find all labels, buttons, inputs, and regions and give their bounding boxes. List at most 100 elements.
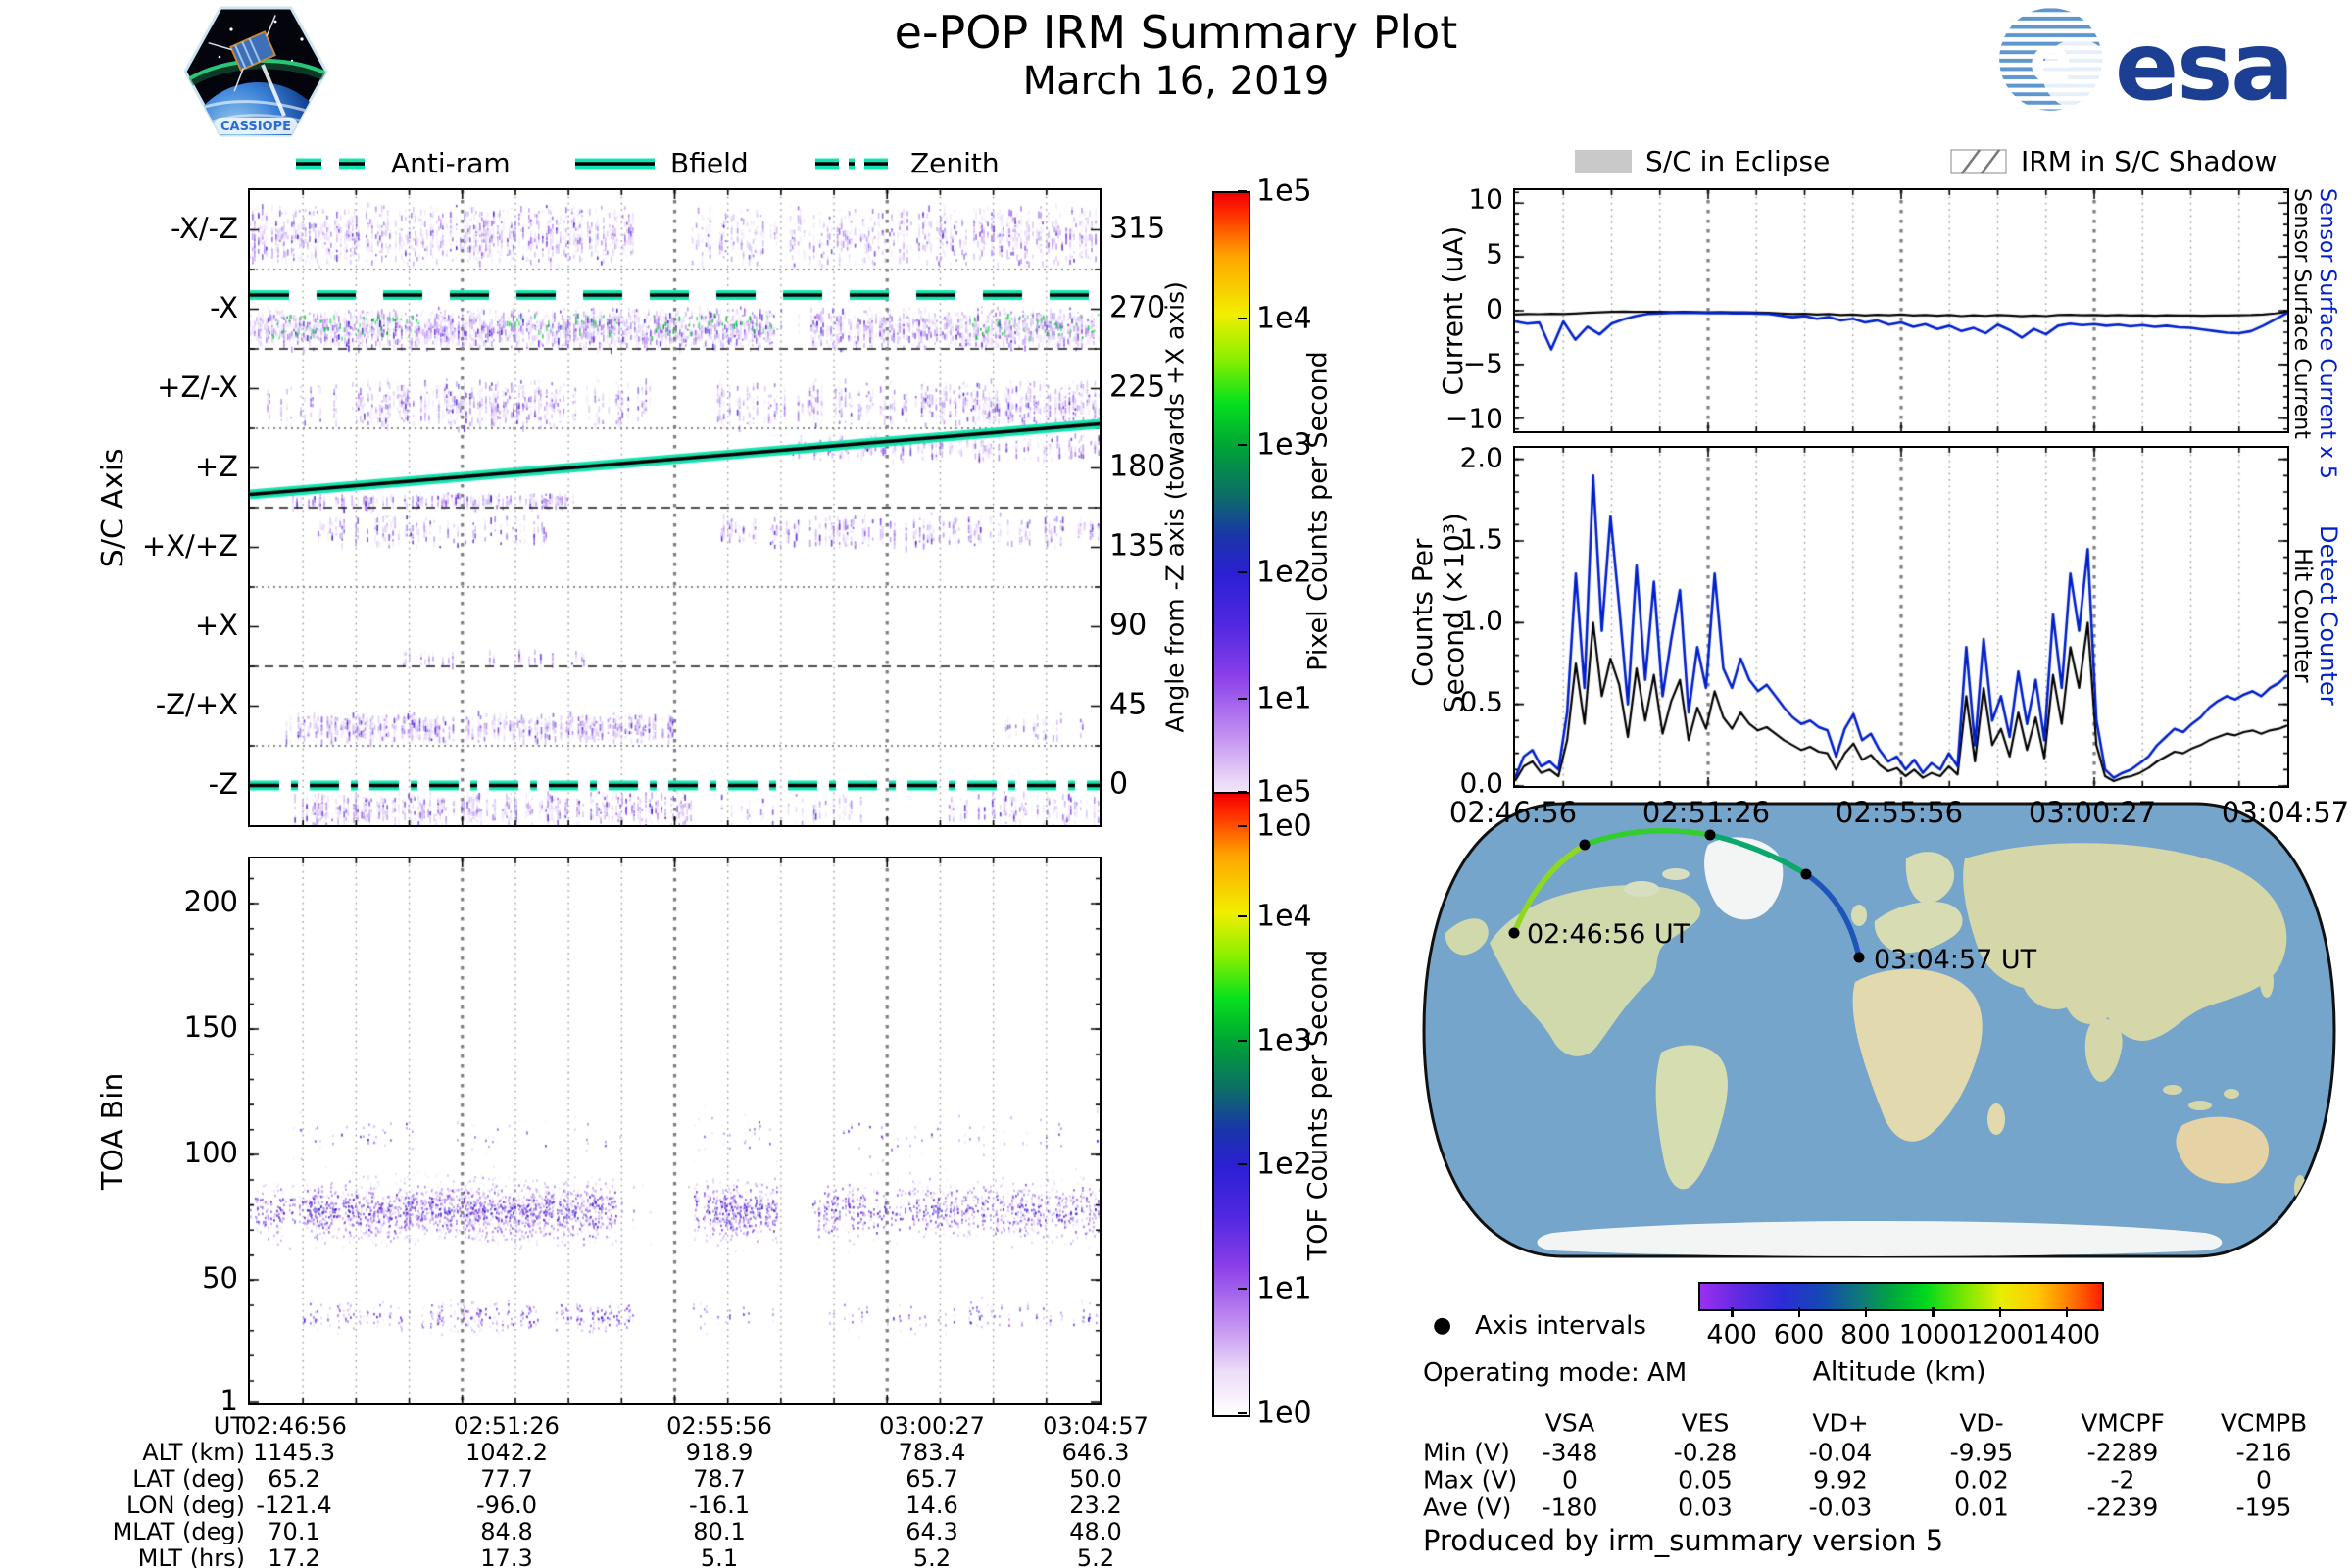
time-axis-label: 02:55:56 <box>1835 796 1964 829</box>
sc-axis-spectrogram-panel <box>248 188 1102 827</box>
altitude-colorbar-tickmark <box>1864 1307 1868 1317</box>
ephemeris-cell: 64.3 <box>906 1518 958 1545</box>
ground-track <box>1511 828 1862 960</box>
pixel-counts-colorbar-tick: 1e2 <box>1256 555 1312 590</box>
voltage-table-cell: 0 <box>1562 1465 1578 1494</box>
voltage-table-cell: -195 <box>2235 1493 2292 1522</box>
counts-ytick: 0.0 <box>1459 766 1503 800</box>
tof-counts-colorbar <box>1212 792 1250 1417</box>
angle-axis-tick: 315 <box>1109 211 1166 245</box>
sc-axis-band-label: -Z <box>208 766 238 801</box>
sc-axis-band-label: -X <box>210 290 238 324</box>
angle-axis-tick: 135 <box>1109 528 1166 563</box>
tof-colorbar-tickmark <box>1238 1288 1247 1291</box>
counts-canvas <box>1515 448 2287 786</box>
angle-axis-tick: 225 <box>1109 369 1166 404</box>
voltage-table-header: VCMPB <box>2220 1408 2308 1438</box>
sc-axis-spectrogram-canvas <box>250 190 1100 825</box>
sensor-surface-current-label: Sensor Surface Current <box>2289 188 2314 439</box>
voltage-table-cell: -2 <box>2110 1465 2135 1494</box>
toa-bin-tick: 50 <box>202 1261 238 1295</box>
toa-bin-panel <box>248 857 1102 1405</box>
ephemeris-cell: 03:04:57 <box>1043 1412 1149 1440</box>
legend-item-irm-in-sc-shadow: IRM in S/C Shadow <box>1950 145 2277 177</box>
altitude-colorbar-tick: 1400 <box>2033 1319 2101 1350</box>
altitude-colorbar-tickmark <box>1797 1307 1800 1317</box>
pixel-counts-colorbar-tick: 1e0 <box>1256 808 1312 844</box>
page-subtitle: March 16, 2019 <box>1022 59 1330 104</box>
toa-bin-tick: 100 <box>183 1136 238 1169</box>
ephemeris-cell: 65.7 <box>906 1465 958 1493</box>
sc-axis-band-label: +Z/-X <box>157 369 238 404</box>
eclipse-swatch <box>1575 149 1632 173</box>
altitude-colorbar-tick: 600 <box>1773 1319 1825 1350</box>
satellite-graphic <box>208 15 276 92</box>
ephemeris-cell: 23.2 <box>1069 1492 1122 1519</box>
altitude-colorbar-tickmark <box>2065 1307 2069 1317</box>
page-title: e-POP IRM Summary Plot <box>894 6 1458 59</box>
sc-axis-band-label: +X <box>194 608 238 642</box>
ephemeris-cell: 02:51:26 <box>454 1412 560 1440</box>
pixel-counts-colorbar-tick: 1e5 <box>1256 173 1312 209</box>
beam-graphic <box>261 64 286 117</box>
altitude-colorbar-tickmark <box>1731 1307 1734 1317</box>
altitude-colorbar-tick: 800 <box>1840 1319 1891 1350</box>
toa-bin-canvas <box>250 858 1100 1403</box>
angle-axis-tick: 45 <box>1109 687 1148 721</box>
aurora-arc <box>187 60 326 86</box>
time-axis-label: 03:04:57 <box>2221 796 2350 829</box>
patch-title: CASSIOPE <box>220 120 291 134</box>
voltage-table-row-label: Ave (V) <box>1423 1493 1512 1522</box>
legend-item-sc-in-eclipse: S/C in Eclipse <box>1575 145 1830 177</box>
current-panel <box>1513 188 2289 433</box>
legend-item-bfield: Bfield <box>573 147 749 179</box>
ephemeris-cell: 14.6 <box>906 1492 958 1519</box>
current-ytick: −5 <box>1462 347 1503 380</box>
ephemeris-cell: 65.2 <box>268 1465 320 1493</box>
voltage-table-cell: 9.92 <box>1813 1465 1868 1494</box>
detect-counter-label: Detect Counter <box>2315 524 2342 706</box>
track-interval-dots <box>1508 829 1865 963</box>
altitude-colorbar-tick: 1200 <box>1966 1319 2034 1350</box>
ephemeris-row-label: MLAT (deg) <box>112 1518 245 1545</box>
ephemeris-cell: 1042.2 <box>466 1439 548 1466</box>
tof-counts-colorbar-tick: 1e1 <box>1256 1271 1312 1306</box>
legend-item-anti-ram: Anti-ram <box>294 147 511 179</box>
ephemeris-cell: 5.2 <box>1076 1544 1115 1568</box>
pixel-colorbar-tickmark <box>1238 190 1247 192</box>
ephemeris-cell: 5.1 <box>700 1544 739 1568</box>
counts-ytick: 2.0 <box>1459 441 1503 474</box>
cassiope-mission-patch: CASSIOPE <box>183 6 328 137</box>
track-start-label: 02:46:56 UT <box>1527 919 1690 950</box>
tof-colorbar-tickmark <box>1238 914 1247 917</box>
ephemeris-cell: 48.0 <box>1069 1518 1122 1545</box>
ephemeris-row-label: LAT (deg) <box>132 1465 245 1493</box>
counts-panel <box>1513 446 2289 788</box>
time-axis-label: 02:51:26 <box>1642 796 1771 829</box>
legend-label: Bfield <box>670 147 749 179</box>
ephemeris-cell: 77.7 <box>480 1465 533 1493</box>
ephemeris-cell: 5.2 <box>912 1544 952 1568</box>
angle-axis-tick: 0 <box>1109 766 1129 801</box>
ephemeris-cell: 02:46:56 <box>241 1412 347 1440</box>
altitude-colorbar-tickmark <box>1932 1307 1935 1317</box>
tof-colorbar-tickmark <box>1238 1039 1247 1042</box>
toa-bin-ylabel: TOA Bin <box>95 1072 130 1190</box>
dashdot-line-sample <box>815 158 895 169</box>
ephemeris-row-label: LON (deg) <box>126 1492 245 1519</box>
operating-mode-label: Operating mode: AM <box>1423 1358 1688 1388</box>
axis-intervals-bullet: ● <box>1433 1313 1452 1338</box>
voltage-table-cell: 0.01 <box>1954 1493 2009 1522</box>
voltage-table-cell: -2289 <box>2086 1438 2159 1467</box>
pixel-counts-colorbar-tick: 1e1 <box>1256 681 1312 716</box>
ephemeris-cell: 03:00:27 <box>879 1412 985 1440</box>
tof-counts-colorbar-tick: 1e3 <box>1256 1023 1312 1058</box>
counts-ytick: 1.5 <box>1459 522 1503 556</box>
ephemeris-cell: 17.3 <box>480 1544 533 1568</box>
legend-label: IRM in S/C Shadow <box>2021 145 2278 177</box>
voltage-table-header: VES <box>1681 1408 1730 1438</box>
current-canvas <box>1515 190 2287 431</box>
pixel-colorbar-tickmark <box>1238 444 1247 447</box>
voltage-table-cell: -0.28 <box>1673 1438 1738 1467</box>
